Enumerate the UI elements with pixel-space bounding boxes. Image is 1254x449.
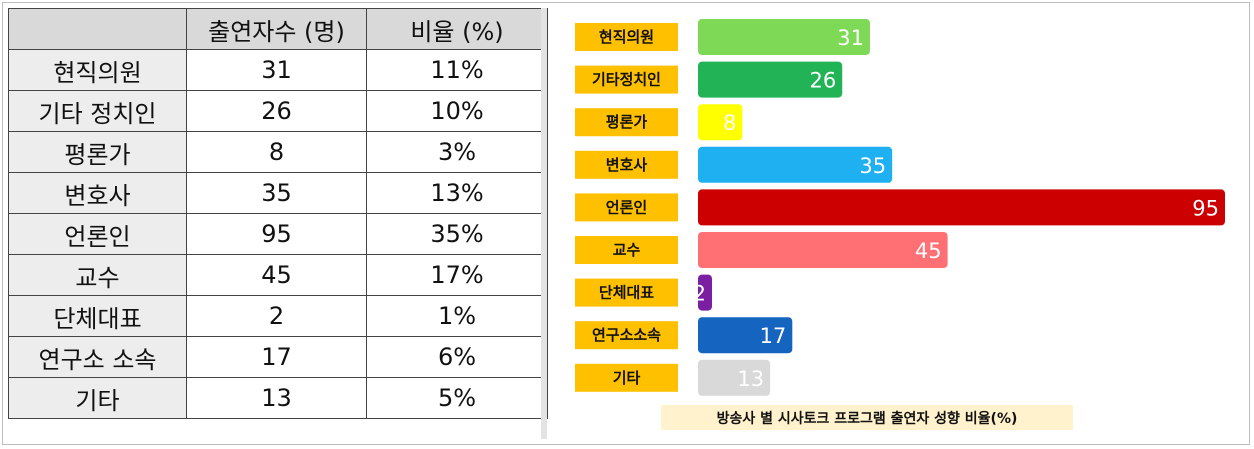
bar-value-label: 2 bbox=[693, 282, 706, 306]
table-row: 현직의원 31 11% bbox=[8, 49, 548, 91]
table-row: 언론인 95 35% bbox=[8, 213, 548, 255]
row-ratio: 5% bbox=[366, 377, 548, 419]
category-label: 평론가 bbox=[606, 113, 648, 131]
row-count: 2 bbox=[186, 295, 367, 337]
row-label: 언론인 bbox=[8, 213, 187, 255]
bar-value-label: 45 bbox=[915, 239, 942, 263]
bar bbox=[698, 232, 948, 268]
bar-value-label: 31 bbox=[837, 26, 864, 50]
data-table: 출연자수 (명) 비율 (%) 현직의원 31 11% 기타 정치인 26 10… bbox=[8, 8, 548, 419]
row-count: 8 bbox=[186, 131, 367, 173]
row-ratio: 35% bbox=[366, 213, 548, 255]
row-ratio: 13% bbox=[366, 172, 548, 214]
bar-value-label: 8 bbox=[723, 111, 736, 135]
bar-chart: 현직의원 31 기타정치인 26 평론가 8 변호사 35 언론인 95 교수 45 단체대표 2 연구소소… bbox=[575, 19, 1225, 430]
table-row: 단체대표 2 1% bbox=[8, 295, 548, 337]
row-ratio: 3% bbox=[366, 131, 548, 173]
bar bbox=[698, 317, 793, 354]
category-label: 언론인 bbox=[606, 198, 647, 216]
category-label-box bbox=[575, 236, 678, 264]
chart-caption-box bbox=[661, 405, 1073, 430]
table-row: 변호사 35 13% bbox=[8, 172, 548, 214]
row-count: 35 bbox=[186, 172, 367, 214]
panel-divider bbox=[541, 8, 547, 439]
chart-caption: 방송사 별 시사토크 프로그램 출연자 성향 비율(%) bbox=[717, 410, 1018, 427]
row-ratio: 6% bbox=[366, 336, 548, 378]
table-row: 교수 45 17% bbox=[8, 254, 548, 296]
table-row: 연구소 소속 17 6% bbox=[8, 336, 548, 378]
bar-value-label: 17 bbox=[760, 324, 787, 348]
row-label: 변호사 bbox=[8, 172, 187, 214]
bar-value-label: 35 bbox=[859, 154, 886, 178]
row-ratio: 11% bbox=[366, 49, 548, 91]
category-label: 연구소소속 bbox=[592, 326, 661, 344]
bar-value-label: 13 bbox=[737, 367, 764, 391]
category-label: 교수 bbox=[613, 241, 641, 259]
row-count: 31 bbox=[186, 49, 367, 91]
category-label: 기타 bbox=[613, 369, 641, 387]
category-label: 현직의원 bbox=[599, 28, 654, 46]
row-label: 단체대표 bbox=[8, 295, 187, 337]
row-label: 교수 bbox=[8, 254, 187, 296]
bar bbox=[698, 189, 1225, 226]
row-count: 95 bbox=[186, 213, 367, 255]
bar-value-label: 95 bbox=[1192, 196, 1219, 220]
row-ratio: 1% bbox=[366, 295, 548, 337]
table-header-row: 출연자수 (명) 비율 (%) bbox=[8, 8, 548, 50]
row-count: 45 bbox=[186, 254, 367, 296]
category-label: 기타정치인 bbox=[592, 71, 661, 89]
category-label-box bbox=[575, 108, 678, 137]
category-label-box bbox=[575, 150, 678, 179]
row-ratio: 17% bbox=[366, 254, 548, 296]
row-label: 평론가 bbox=[8, 131, 187, 173]
category-label-box bbox=[575, 321, 678, 350]
header-ratio: 비율 (%) bbox=[366, 8, 548, 50]
header-count: 출연자수 (명) bbox=[186, 8, 367, 50]
category-label: 단체대표 bbox=[599, 284, 654, 302]
bar bbox=[698, 146, 893, 183]
bar bbox=[698, 104, 743, 141]
category-label-box bbox=[575, 193, 678, 222]
bar bbox=[698, 61, 843, 98]
category-label-box bbox=[575, 278, 678, 307]
bar bbox=[698, 274, 712, 311]
row-label: 현직의원 bbox=[8, 49, 187, 91]
row-count: 13 bbox=[186, 377, 367, 419]
bar bbox=[698, 359, 771, 396]
bar bbox=[698, 19, 870, 55]
category-label-box bbox=[575, 65, 678, 94]
row-label: 기타 정치인 bbox=[8, 90, 187, 132]
row-label: 기타 bbox=[8, 377, 187, 419]
bar-value-label: 26 bbox=[809, 69, 836, 93]
category-label-box bbox=[575, 363, 678, 392]
category-label-box bbox=[575, 23, 678, 51]
table-row: 기타 13 5% bbox=[8, 377, 548, 419]
table-row: 기타 정치인 26 10% bbox=[8, 90, 548, 132]
row-label: 연구소 소속 bbox=[8, 336, 187, 378]
table-row: 평론가 8 3% bbox=[8, 131, 548, 173]
row-count: 26 bbox=[186, 90, 367, 132]
category-label: 변호사 bbox=[606, 156, 648, 174]
row-count: 17 bbox=[186, 336, 367, 378]
row-ratio: 10% bbox=[366, 90, 548, 132]
header-corner-cell bbox=[8, 8, 187, 50]
